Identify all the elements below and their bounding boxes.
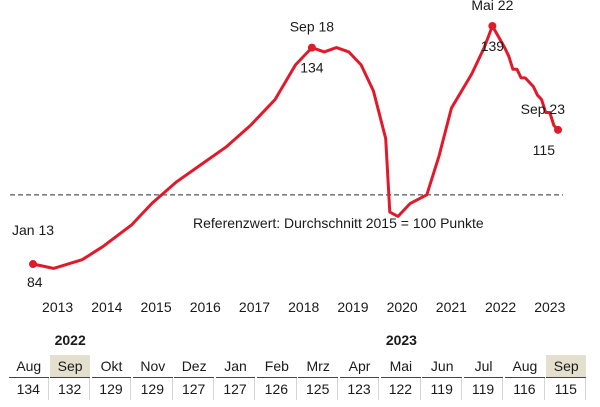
value-cell: 115	[546, 378, 587, 400]
month-cell: Okt	[91, 355, 132, 378]
line-chart: Referenzwert: Durchschnitt 2015 = 100 Pu…	[10, 0, 565, 290]
x-tick-label: 2020	[386, 299, 418, 315]
annotation-point	[29, 260, 37, 269]
value-cell: 122	[381, 378, 421, 400]
value-cell: 127	[216, 378, 256, 400]
x-tick-label: 2014	[91, 299, 123, 315]
month-cell: Mai	[381, 355, 421, 378]
annotation-value-label: 115	[533, 142, 556, 158]
value-cell: 129	[92, 378, 132, 400]
annotation-date-label: Sep 23	[521, 101, 566, 117]
value-cell: 132	[50, 378, 90, 400]
year-header: 2023	[385, 332, 417, 348]
value-cell: 125	[298, 378, 338, 400]
annotation-value-label: 139	[481, 38, 505, 54]
value-cell: 127	[174, 378, 214, 400]
year-header: 2022	[54, 332, 86, 348]
value-cell: 119	[422, 378, 462, 400]
annotation-date-label: Mai 22	[471, 0, 513, 13]
x-tick-label: 2022	[485, 299, 517, 315]
month-cell: Aug	[9, 355, 49, 378]
value-cell: 123	[340, 378, 380, 400]
x-tick-label: 2017	[238, 299, 271, 315]
monthly-values-table: Aug Sep Okt Nov Dez Jan Feb Mrz Apr Mai Jun Jul Aug S…	[9, 355, 587, 400]
value-row: 134 132 129 129 127 127 126 125 123 122 119 119 116 1…	[9, 378, 587, 400]
value-cell: 129	[133, 378, 173, 400]
month-cell: Mrz	[298, 355, 338, 378]
x-tick-label: 2016	[189, 299, 221, 315]
x-tick-label: 2015	[140, 299, 172, 315]
month-cell: Sep	[546, 355, 587, 378]
month-row: Aug Sep Okt Nov Dez Jan Feb Mrz Apr Mai Jun Jul Aug S…	[9, 355, 587, 378]
month-cell: Nov	[133, 355, 173, 378]
annotations: Jan 13 84 Sep 18 134 Mai 22 139 Sep 23 115	[12, 0, 565, 290]
annotation-point	[307, 43, 316, 52]
value-cell: 119	[464, 378, 504, 400]
month-cell: Jul	[463, 355, 504, 378]
x-tick-label: 2023	[534, 299, 566, 315]
month-cell: Dez	[174, 355, 214, 378]
annotation-date-label: Jan 13	[12, 222, 54, 238]
annotation-date-label: Sep 18	[290, 19, 335, 35]
value-cell: 126	[257, 378, 297, 400]
x-tick-label: 2021	[435, 299, 467, 315]
series-line	[31, 24, 560, 270]
value-cell: 134	[9, 378, 49, 400]
month-cell: Jan	[215, 355, 256, 378]
x-tick-label: 2019	[337, 299, 369, 315]
annotation-point	[554, 125, 562, 134]
annotation-value-label: 134	[300, 60, 324, 76]
annotation-point	[488, 21, 497, 30]
month-cell: Apr	[339, 355, 380, 378]
month-cell: Jun	[422, 355, 462, 378]
annotation-value-label: 84	[27, 274, 43, 290]
month-cell: Aug	[505, 355, 545, 378]
x-tick-label: 2018	[288, 299, 320, 315]
month-cell: Feb	[257, 355, 297, 378]
reference-label: Referenzwert: Durchschnitt 2015 = 100 Pu…	[193, 215, 484, 231]
value-cell: 116	[505, 378, 545, 400]
month-cell: Sep	[50, 355, 90, 378]
x-tick-label: 2013	[42, 299, 74, 315]
